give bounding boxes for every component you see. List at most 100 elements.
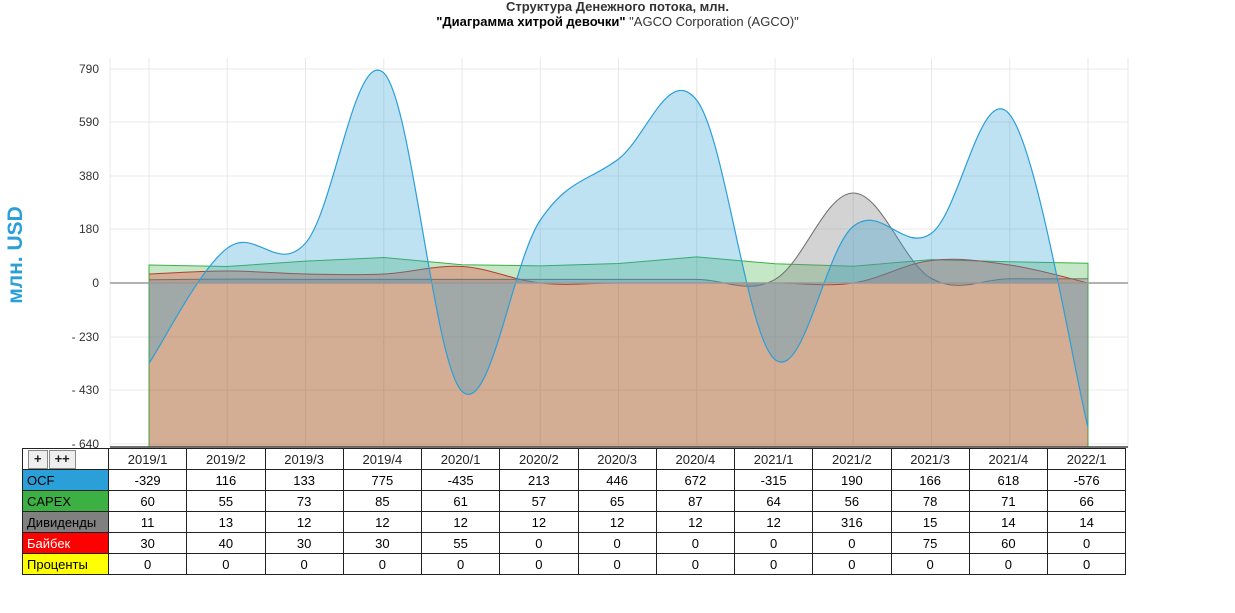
data-label: 64 (733, 490, 814, 512)
data-label: 0 (812, 532, 892, 554)
data-label: 213 (499, 469, 579, 491)
capex-series (148, 256, 1089, 448)
table-row-dividends: Дивиденды 11 13 12 12 12 12 12 12 12 316 15 14 14 (22, 511, 1127, 533)
data-label: 14 (968, 511, 1049, 533)
data-label: 60 (107, 490, 188, 512)
data-label: 133 (264, 469, 344, 491)
cashflow-area-chart: 790 590 380 180 0 - 230 - 430 - 640 (72, 58, 1129, 450)
zoom-in-button[interactable]: + (28, 449, 48, 469)
chart-subtitle-company: "AGCO Corporation (AGCO)" (625, 14, 799, 29)
capex-area (148, 256, 1089, 448)
data-label: 78 (890, 490, 970, 512)
data-label: 14 (1046, 511, 1127, 533)
data-label: 56 (812, 490, 892, 512)
y-tick-label: 380 (79, 169, 99, 183)
data-label: 0 (186, 553, 266, 575)
x-tick-label: 2019/1 (107, 448, 188, 470)
data-table: + ++ 2019/1 2019/2 2019/3 2019/4 2020/1 2020/2… (22, 448, 1127, 575)
data-label: 12 (420, 511, 501, 533)
data-label: -435 (420, 469, 501, 491)
y-tick-label: 790 (79, 62, 99, 76)
x-tick-label: 2021/3 (890, 448, 970, 470)
data-label: 66 (1046, 490, 1127, 512)
data-label: 15 (890, 511, 970, 533)
data-label: 55 (420, 532, 501, 554)
x-tick-label: 2021/2 (812, 448, 892, 470)
data-label: 30 (264, 532, 344, 554)
data-label: 11 (107, 511, 188, 533)
y-tick-labels: 790 590 380 180 0 - 230 - 430 - 640 (72, 62, 100, 450)
y-tick-label: 0 (92, 276, 99, 290)
data-label: 55 (186, 490, 266, 512)
data-label: 85 (342, 490, 423, 512)
buyback-area (149, 259, 1088, 447)
data-label: 12 (264, 511, 344, 533)
data-label: 0 (1046, 553, 1127, 575)
data-label: -329 (107, 469, 188, 491)
data-label: 0 (342, 553, 423, 575)
data-label: 12 (733, 511, 814, 533)
y-tick-label: 590 (79, 115, 99, 129)
y-tick-label: - 640 (72, 437, 100, 450)
data-label: 0 (1046, 532, 1127, 554)
data-label: 0 (420, 553, 501, 575)
y-tick-label: - 430 (72, 383, 100, 397)
data-label: 73 (264, 490, 344, 512)
data-label: 0 (577, 553, 657, 575)
data-label: 446 (577, 469, 657, 491)
data-label: 13 (186, 511, 266, 533)
x-tick-label: 2019/2 (186, 448, 266, 470)
data-label: 166 (890, 469, 970, 491)
x-tick-label: 2019/4 (342, 448, 423, 470)
data-label: 0 (499, 553, 579, 575)
data-label: 61 (420, 490, 501, 512)
table-row-buyback: Байбек 30 40 30 30 55 0 0 0 0 0 75 60 0 (22, 532, 1127, 554)
buyback-series (148, 258, 1089, 447)
legend-entry-interest: Проценты (22, 553, 109, 575)
data-label: 618 (968, 469, 1049, 491)
x-tick-label: 2020/4 (655, 448, 736, 470)
x-tick-label: 2019/3 (264, 448, 344, 470)
zoom-controls: + ++ (22, 448, 109, 470)
chart-title-block: Структура Денежного потока, млн. "Диагра… (0, 0, 1235, 29)
x-tick-label: 2021/4 (968, 448, 1049, 470)
data-label: 316 (812, 511, 892, 533)
data-label: 0 (733, 553, 814, 575)
data-label: 0 (890, 553, 970, 575)
data-label: 116 (186, 469, 266, 491)
data-label: 0 (733, 532, 814, 554)
legend-entry-capex: CAPEX (22, 490, 109, 512)
data-label: 0 (577, 532, 657, 554)
y-tick-label: 180 (79, 222, 99, 236)
data-label: 40 (186, 532, 266, 554)
data-label: -315 (733, 469, 814, 491)
data-label: 12 (655, 511, 736, 533)
data-label: 0 (655, 553, 736, 575)
chart-title: Структура Денежного потока, млн. (505, 0, 730, 14)
chart-subtitle: "Диаграмма хитрой девочки" "AGCO Corpora… (0, 14, 1235, 29)
zoom-more-button[interactable]: ++ (48, 449, 76, 469)
data-label: 12 (499, 511, 579, 533)
data-label: 65 (577, 490, 657, 512)
data-label: 30 (107, 532, 188, 554)
data-label: 71 (968, 490, 1049, 512)
data-label: 0 (655, 532, 736, 554)
y-tick-label: - 230 (72, 330, 100, 344)
data-label: 672 (655, 469, 736, 491)
data-label: 0 (499, 532, 579, 554)
ocf-series (148, 69, 1089, 428)
table-row-interest: Проценты 0 0 0 0 0 0 0 0 0 0 0 0 0 (22, 553, 1127, 575)
data-label: 12 (342, 511, 423, 533)
table-row-ocf: OCF -329 116 133 775 -435 213 446 672 -315 190 166 6… (22, 469, 1127, 491)
ocf-area (149, 70, 1088, 428)
data-label: 12 (577, 511, 657, 533)
legend-entry-ocf: OCF (22, 469, 109, 491)
legend-entry-buyback: Байбек (22, 532, 109, 554)
data-label: 0 (968, 553, 1049, 575)
x-tick-label: 2020/3 (577, 448, 657, 470)
data-label: 0 (264, 553, 344, 575)
dividends-area (149, 192, 1088, 287)
data-label: 0 (107, 553, 188, 575)
data-label: 57 (499, 490, 579, 512)
table-row-capex: CAPEX 60 55 73 85 61 57 65 87 64 56 78 71 66 (22, 490, 1127, 512)
